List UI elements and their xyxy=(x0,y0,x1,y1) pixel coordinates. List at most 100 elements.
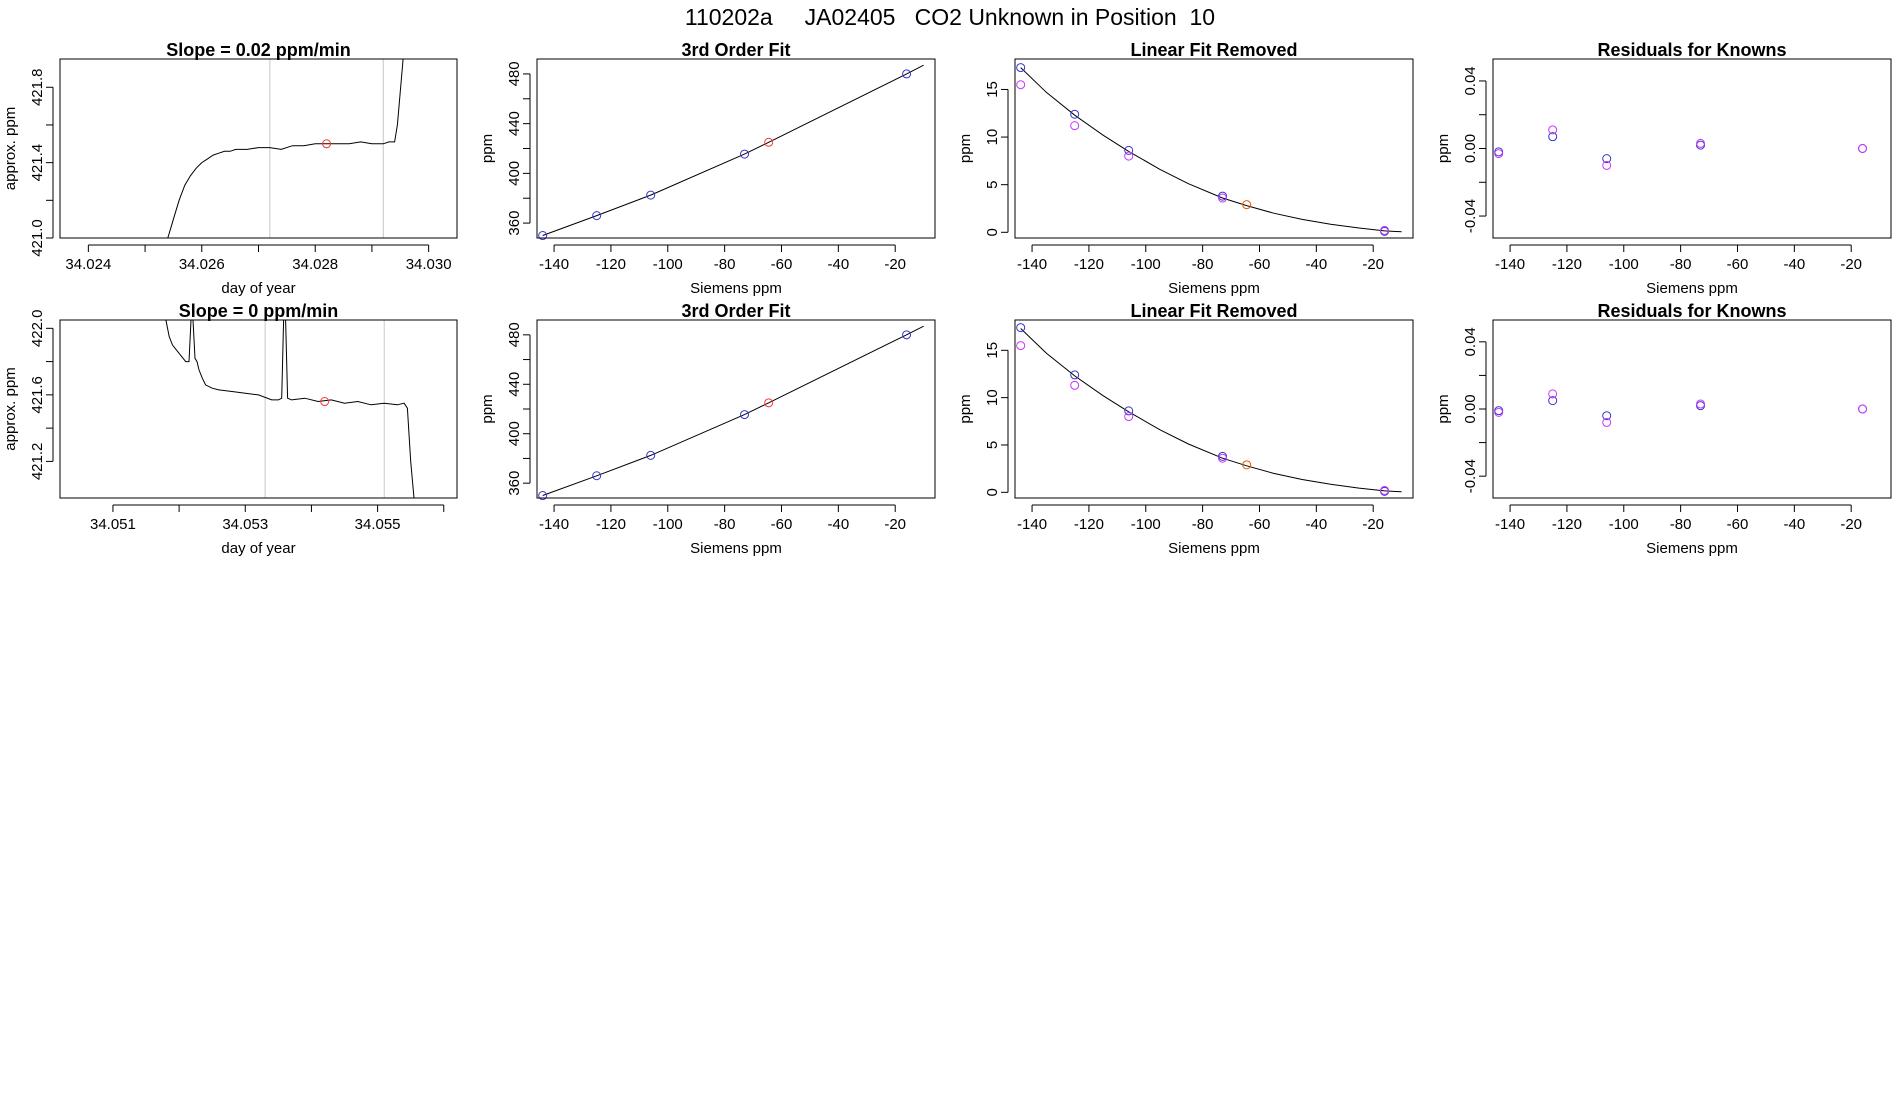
x-tick-label: 34.030 xyxy=(406,256,452,273)
x-tick-label: 34.055 xyxy=(355,516,401,533)
y-tick-label: 421.0 xyxy=(29,219,46,257)
y-tick-label: 15 xyxy=(984,81,1001,98)
y-tick-label: 480 xyxy=(506,61,523,86)
y-axis-label: ppm xyxy=(1435,394,1452,423)
known-point xyxy=(1016,80,1026,90)
x-tick-label: -60 xyxy=(1727,516,1749,533)
known-point xyxy=(1016,63,1026,73)
y-tick-label: 440 xyxy=(506,372,523,397)
plot-frame xyxy=(1492,58,1892,239)
chart-r1-trace: 34.024 34.026 34.028 34.030 421.0 421.4 421.8 S… xyxy=(2,40,458,297)
plot-frame xyxy=(1492,319,1892,499)
chart-r1-fit: -140 -120 -100 -80 -60 -40 -20 360 400 440 480 3rd … xyxy=(479,40,936,297)
known-point xyxy=(1602,160,1612,170)
known-point xyxy=(1124,412,1134,422)
known-point xyxy=(1218,191,1228,201)
x-tick-label: -40 xyxy=(1783,256,1805,273)
x-tick-label: -80 xyxy=(1670,256,1692,273)
x-tick-label: -60 xyxy=(1727,256,1749,273)
known-point xyxy=(1218,453,1228,463)
y-tick-label: 360 xyxy=(506,211,523,236)
x-tick-label: -120 xyxy=(596,256,626,273)
plot-frame xyxy=(1014,319,1414,499)
chart-title: Slope = 0 ppm/min xyxy=(179,301,339,321)
unknown-point xyxy=(1242,200,1252,210)
x-tick-label: -40 xyxy=(827,516,849,533)
y-tick-label: 360 xyxy=(506,471,523,496)
y-tick-label: 421.2 xyxy=(29,443,46,481)
x-tick-label: -140 xyxy=(1017,516,1047,533)
x-tick-label: -120 xyxy=(596,516,626,533)
x-tick-label: -120 xyxy=(1552,256,1582,273)
y-tick-label: 0.04 xyxy=(1462,66,1479,95)
x-tick-label: -120 xyxy=(1074,516,1104,533)
y-axis-label: approx. ppm xyxy=(2,367,19,450)
x-tick-label: -40 xyxy=(1783,516,1805,533)
x-tick-label: -60 xyxy=(1249,256,1271,273)
known-point xyxy=(1602,154,1612,164)
y-axis-label: ppm xyxy=(479,394,496,423)
x-tick-label: 34.053 xyxy=(222,516,268,533)
trace-line xyxy=(165,320,415,498)
unknown-point xyxy=(764,137,774,147)
known-point xyxy=(740,149,750,159)
y-tick-label: 421.6 xyxy=(29,376,46,414)
chart-title: Residuals for Knowns xyxy=(1597,40,1786,60)
known-point xyxy=(1602,417,1612,427)
x-tick-label: -80 xyxy=(1192,256,1214,273)
chart-title: 3rd Order Fit xyxy=(681,40,790,60)
known-point xyxy=(1548,389,1558,399)
known-point xyxy=(1494,149,1504,159)
x-axis-label: Siemens ppm xyxy=(690,540,782,557)
known-point xyxy=(1858,144,1868,153)
known-point xyxy=(646,450,656,460)
known-point xyxy=(538,491,548,501)
known-point xyxy=(1218,451,1228,461)
plot-frame xyxy=(536,319,936,499)
plot-frame xyxy=(1014,58,1414,239)
known-point xyxy=(1380,485,1390,495)
y-tick-label: 0.04 xyxy=(1462,327,1479,356)
chart-r2-fit: -140 -120 -100 -80 -60 -40 -20 360 400 440 480 3rd … xyxy=(479,301,936,557)
y-tick-label: 421.8 xyxy=(29,68,46,106)
x-tick-label: -40 xyxy=(1305,256,1327,273)
x-tick-label: -40 xyxy=(1305,516,1327,533)
known-point xyxy=(1696,138,1706,148)
x-tick-label: 34.026 xyxy=(179,256,225,273)
x-tick-label: -20 xyxy=(884,516,906,533)
x-tick-label: 34.024 xyxy=(65,256,111,273)
x-axis-label: Siemens ppm xyxy=(1168,280,1260,297)
chart-title: Slope = 0.02 ppm/min xyxy=(166,40,351,60)
known-point xyxy=(1548,132,1558,142)
average-marker xyxy=(322,139,332,149)
page-title: 110202a JA02405 CO2 Unknown in Position … xyxy=(684,4,1216,30)
x-tick-label: -40 xyxy=(827,256,849,273)
known-point xyxy=(1548,396,1558,406)
x-axis-label: Siemens ppm xyxy=(1646,540,1738,557)
known-point xyxy=(1696,399,1706,409)
known-point xyxy=(1016,341,1026,351)
x-axis-label: Siemens ppm xyxy=(1646,280,1738,297)
x-tick-label: -120 xyxy=(1074,256,1104,273)
x-tick-label: -100 xyxy=(1131,256,1161,273)
known-point xyxy=(1380,225,1390,235)
x-tick-label: -80 xyxy=(714,256,736,273)
known-point xyxy=(646,190,656,200)
known-point xyxy=(902,69,912,79)
y-tick-label: 0 xyxy=(984,228,1001,236)
known-point xyxy=(740,410,750,420)
y-tick-label: 421.4 xyxy=(29,144,46,182)
y-tick-label: 440 xyxy=(506,111,523,136)
y-tick-label: 15 xyxy=(984,342,1001,359)
x-axis-label: Siemens ppm xyxy=(690,280,782,297)
average-marker xyxy=(320,397,330,407)
chart-title: 3rd Order Fit xyxy=(681,301,790,321)
y-tick-label: 422.0 xyxy=(29,310,46,348)
x-tick-label: -20 xyxy=(1362,516,1384,533)
known-point xyxy=(1070,121,1080,131)
known-point xyxy=(1124,151,1134,161)
fit-curve xyxy=(542,325,924,496)
known-point xyxy=(1218,193,1228,203)
x-tick-label: -120 xyxy=(1552,516,1582,533)
x-tick-label: -60 xyxy=(771,256,793,273)
